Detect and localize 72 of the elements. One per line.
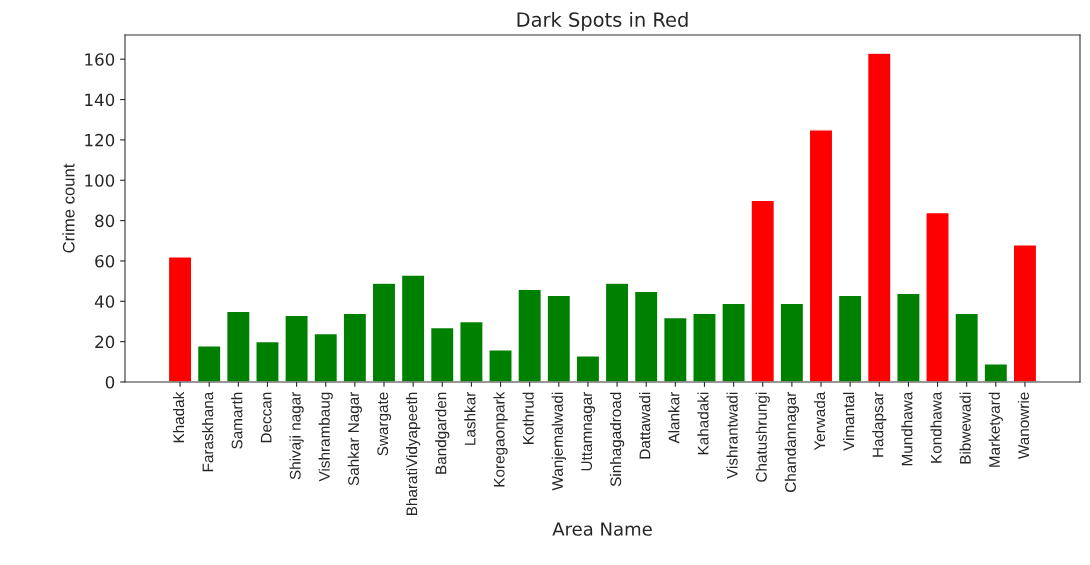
x-tick-label: Mundhawa <box>901 391 913 466</box>
bar <box>633 290 659 382</box>
bar <box>488 349 513 382</box>
y-tick-label: 120 <box>85 133 115 147</box>
bar <box>400 274 426 382</box>
y-tick-label: 140 <box>85 93 115 107</box>
y-tick-label: 60 <box>95 254 115 268</box>
y-tick-label: 100 <box>85 174 115 187</box>
x-tick-label: Uttamnagar <box>581 391 596 471</box>
bar <box>896 292 921 382</box>
x-tick-label: Swargate <box>377 392 392 456</box>
bar <box>750 199 776 382</box>
y-axis-title: Crime count <box>62 163 75 253</box>
y-tick-label: 0 <box>105 375 115 389</box>
x-tick-label: Wanjemalwadi <box>551 392 566 491</box>
x-tick-label: Alankar <box>668 391 680 444</box>
y-tick-label: 80 <box>95 214 115 228</box>
x-tick-label: Koregaonpark <box>493 391 508 487</box>
x-tick-label: Kothrud <box>522 392 534 444</box>
x-tick-label: Wanowrie <box>1017 392 1030 459</box>
x-tick-label: Shivaji nagar <box>289 391 304 480</box>
x-tick-label: Vishrantwadi <box>726 392 738 479</box>
bar <box>313 332 339 382</box>
bar <box>429 326 455 382</box>
bar <box>225 310 251 382</box>
x-tick-label: Khadak <box>172 391 185 443</box>
x-axis-title: Area Name <box>552 522 652 536</box>
bar <box>255 340 280 382</box>
x-tick-label: Chatushrungi <box>755 392 770 482</box>
x-tick-label: Dattawadi <box>639 392 651 459</box>
x-tick-label: Kondhawa <box>930 391 942 463</box>
bar <box>866 52 892 382</box>
x-tick-label: Deccan <box>260 392 272 443</box>
x-tick-label: Chandannagar <box>784 391 799 493</box>
x-tick-label: Lashkar <box>464 391 476 445</box>
bar <box>983 363 1009 382</box>
bar <box>954 312 980 382</box>
x-tick-label: Kahadaki <box>697 392 709 455</box>
y-tick-label: 40 <box>94 295 115 308</box>
bar <box>196 344 222 382</box>
x-tick-label: Samarth <box>231 392 243 449</box>
x-tick-label: Bandgarden <box>435 392 450 474</box>
bar <box>284 314 309 382</box>
y-tick-label: 160 <box>85 53 115 66</box>
bar <box>692 312 717 382</box>
x-tick-label: Bibwewadi <box>959 392 971 464</box>
x-tick-label: Hadapsar <box>872 391 887 457</box>
bar <box>575 355 601 382</box>
bar <box>721 302 746 382</box>
bar <box>167 256 193 382</box>
x-tick-label: Marketyard <box>988 392 1003 467</box>
x-tick-label: Sinhagadroad <box>609 392 625 487</box>
chart-title: Dark Spots in Red <box>517 11 688 31</box>
y-tick-label: 20 <box>95 335 115 349</box>
bar <box>546 294 572 382</box>
bar <box>925 211 950 382</box>
bar <box>662 316 688 382</box>
bar <box>459 320 484 382</box>
bar <box>342 312 368 382</box>
bar <box>604 282 630 382</box>
x-tick-label: Yerwada <box>813 391 826 451</box>
bar <box>1012 244 1038 382</box>
x-tick-label: Vishrambaug <box>318 392 333 482</box>
bar <box>371 282 397 382</box>
x-tick-label: Sahkar Nagar <box>347 391 362 486</box>
bar <box>808 129 834 382</box>
x-tick-label: Faraskhana <box>202 391 214 472</box>
bar <box>837 294 863 382</box>
x-tick-label: BharatiVidyapeeth <box>406 392 421 516</box>
bar <box>517 288 543 382</box>
bar <box>779 302 805 382</box>
x-tick-label: Vimantal <box>843 392 855 451</box>
